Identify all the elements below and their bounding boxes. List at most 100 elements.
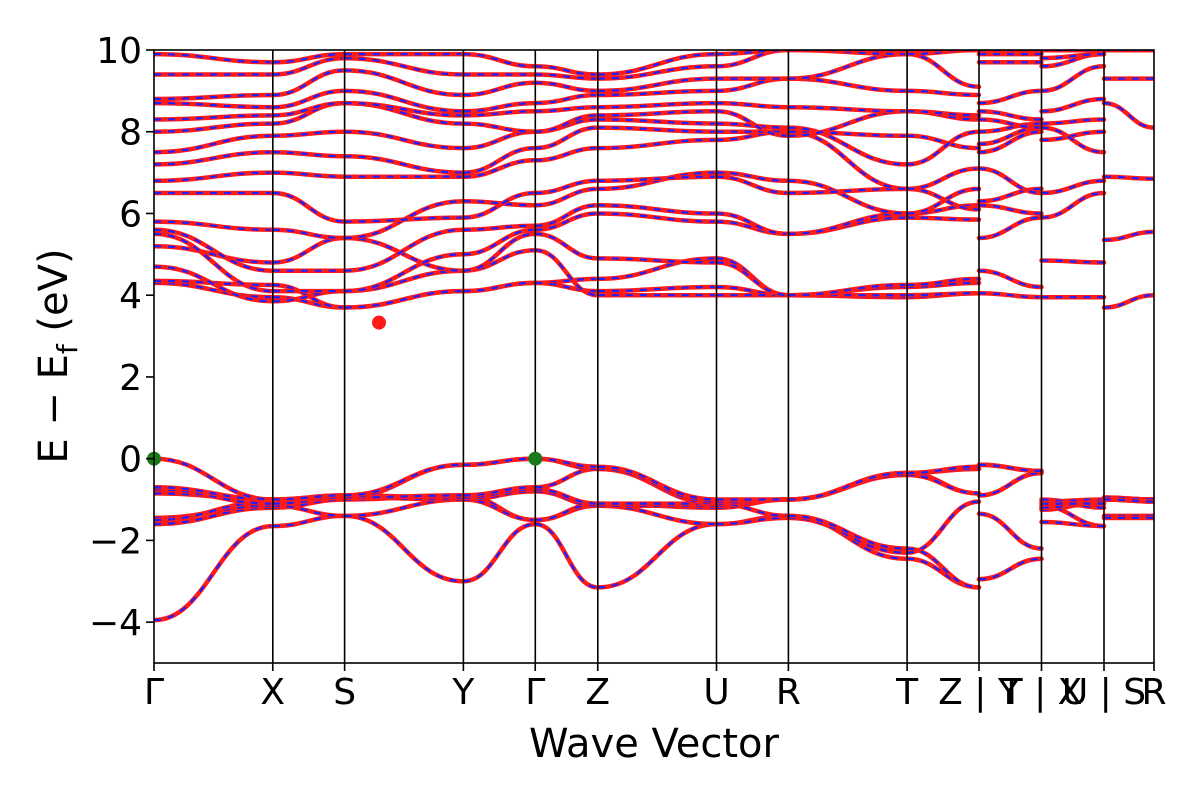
band-line-spin-down [788, 53, 908, 80]
band-line-spin-down [978, 471, 1042, 497]
band-line-spin-up [904, 290, 982, 298]
band-line-spin-down [344, 514, 464, 583]
x-tick-label: U [703, 672, 729, 713]
x-tick-label: X [260, 672, 285, 713]
band-line-spin-down [1041, 97, 1105, 113]
band-line-spin-down [978, 463, 1042, 472]
y-axis-title-lead: E − E [31, 354, 77, 464]
band-line-spin-down [978, 269, 1042, 289]
band-line-spin-down [597, 89, 717, 97]
band-line-spin-down [535, 147, 598, 162]
band-line-spin-up [270, 68, 347, 98]
y-axis-title-tail: (eV) [31, 248, 77, 344]
band-line-spin-down [978, 130, 1042, 154]
band-line-spin-down [1041, 520, 1105, 528]
band-line-spin-down [154, 171, 273, 182]
band-line-spin-up [270, 51, 347, 65]
band-line-spin-down [344, 253, 464, 293]
band-line-spin-down [1041, 53, 1105, 60]
bands-layer [154, 50, 1154, 623]
y-tick-label: 0 [119, 440, 142, 481]
band-line-spin-down [978, 204, 1042, 215]
band-line-spin-up [270, 129, 347, 139]
y-tick-label: −2 [89, 521, 142, 562]
band-line-spin-down [907, 53, 980, 88]
band-line-spin-up [461, 485, 538, 498]
x-tick-label: Γ [525, 672, 545, 713]
band-line-spin-down [1041, 126, 1105, 154]
band-line-spin-up [461, 223, 538, 233]
band-line-spin-down [344, 57, 464, 76]
band-line-spin-down [597, 465, 717, 501]
band-line-spin-up [461, 145, 538, 175]
band-line-spin-down [344, 463, 464, 497]
band-line-spin-down [597, 118, 717, 125]
band-line-spin-up [714, 109, 791, 139]
band-line-spin-up [270, 493, 347, 502]
band-line-spin-up [270, 170, 347, 179]
band-line-spin-down [1103, 102, 1154, 129]
band-line-spin-down [344, 130, 464, 150]
band-line-spin-down [535, 488, 598, 505]
band-line-spin-up [904, 88, 982, 98]
band-line-spin-up [714, 515, 791, 527]
band-line-spin-down [535, 204, 598, 227]
band-line-spin-down [463, 232, 536, 272]
x-tick-label: R [776, 672, 801, 713]
band-line-spin-down [788, 110, 908, 137]
band-line-spin-up [270, 100, 347, 118]
band-line-spin-up [714, 211, 791, 237]
band-line-spin-up [904, 166, 982, 192]
y-tick-label: 8 [119, 113, 142, 154]
band-line-spin-down [344, 228, 464, 272]
band-line-spin-down [1103, 230, 1154, 242]
x-tick-label: U | S [1062, 672, 1146, 713]
band-line-spin-up [461, 456, 538, 468]
band-line-spin-down [535, 65, 598, 76]
band-line-spin-down [597, 77, 717, 92]
y-tick-label: 2 [119, 358, 142, 399]
band-line-spin-down [978, 557, 1042, 581]
band-line-spin-down [1103, 175, 1154, 180]
band-line-spin-down [344, 290, 464, 309]
band-line-spin-down [154, 93, 273, 101]
band-line-spin-up [714, 100, 791, 110]
band-line-spin-down [154, 220, 273, 231]
band-line-spin-down [154, 245, 273, 264]
kpoint-lines [271, 50, 1105, 663]
band-line-spin-up [270, 55, 347, 77]
y-axis-ticks: −4 −2 0 2 4 6 8 10 [89, 31, 154, 644]
x-tick-label: Z | Y [938, 672, 1021, 713]
band-line-spin-down [154, 265, 273, 303]
band-line-spin-down [978, 292, 1042, 299]
band-line-spin-up [461, 80, 538, 98]
band-line-spin-up [904, 472, 982, 496]
band-line-spin-down [154, 134, 273, 154]
band-line-spin-down [597, 285, 717, 293]
band-line-spin-down [154, 281, 273, 299]
band-line-spin-down [788, 126, 908, 166]
x-tick-label: S [333, 672, 356, 713]
band-line-spin-down [535, 187, 598, 207]
band-line-spin-down [1103, 498, 1154, 503]
band-line-spin-down [788, 179, 908, 215]
band-line-spin-up [461, 109, 538, 118]
x-tick-label: Y [451, 672, 475, 713]
band-line-spin-down [597, 257, 717, 280]
band-line-spin-down [1041, 118, 1105, 125]
band-line-spin-up [461, 158, 538, 179]
band-line-spin-up [270, 88, 347, 110]
plot-frame [153, 49, 1155, 664]
band-line-spin-down [344, 89, 464, 113]
band-line-spin-down [597, 110, 717, 117]
band-line-spin-down [535, 212, 598, 231]
vbm-marker [528, 451, 543, 466]
band-line-spin-up [714, 174, 791, 196]
y-tick-label: −4 [89, 603, 142, 644]
band-line-spin-down [978, 187, 1042, 203]
band-line-spin-down [978, 89, 1042, 105]
band-line-spin-up [904, 133, 982, 151]
band-line-spin-down [463, 523, 536, 583]
band-line-spin-down [907, 547, 980, 589]
band-line-spin-down [535, 126, 598, 150]
